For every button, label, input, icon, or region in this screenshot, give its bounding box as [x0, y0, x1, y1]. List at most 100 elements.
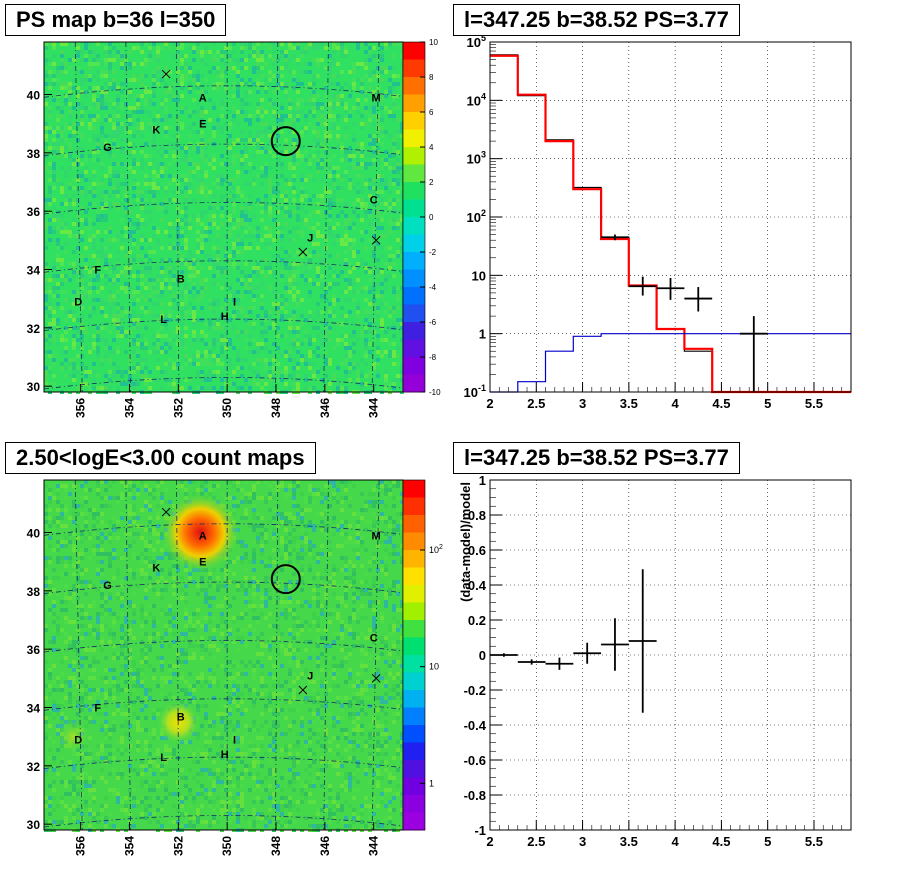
colorbar-segment	[403, 374, 425, 393]
count_map-panel: A E M K G C J F B D IH L 356 354 352 350 348 346 344 30 32 34…	[27, 479, 443, 856]
colorbar-segment	[403, 269, 425, 288]
colorbar-segment	[403, 339, 425, 358]
colorbar-tick-label: 10	[429, 38, 438, 47]
x-tick-label: 3	[579, 834, 586, 849]
source-label-K: K	[152, 563, 160, 575]
y-tick-label: -0.8	[464, 788, 486, 803]
grid-lon-line	[323, 479, 329, 831]
colorbar-segment	[403, 795, 425, 813]
grid-lon-line	[125, 479, 131, 831]
x-tick-label: 350	[220, 398, 234, 418]
spectrum-frame	[489, 41, 852, 393]
grid-lon-line	[275, 479, 279, 831]
grid-lon-line	[371, 479, 380, 831]
source-label-C: C	[370, 633, 378, 645]
colorbar-segment	[403, 164, 425, 183]
x-tick-label: 2	[486, 834, 493, 849]
colorbar-segment	[403, 217, 425, 235]
y-tick-label: 104	[467, 91, 486, 108]
source-label-A: A	[199, 92, 207, 104]
y-tick-label: 30	[27, 818, 41, 832]
colorbar-segment	[403, 112, 425, 130]
colorbar-segment	[403, 42, 425, 60]
source-cross	[161, 507, 171, 517]
colorbar-segment	[403, 252, 425, 270]
source-label-J: J	[307, 232, 313, 244]
source-cross	[161, 69, 171, 79]
x-tick-label: 354	[122, 836, 136, 856]
x-tick-label: 4.5	[712, 396, 730, 411]
colorbar-tick-label: 1	[429, 778, 434, 788]
colorbar-segment	[403, 585, 425, 603]
source-label-A: A	[199, 530, 207, 542]
colorbar-tick-label: 10	[429, 662, 439, 672]
y-tick-label: 40	[27, 89, 41, 103]
x-tick-label: 5	[764, 396, 771, 411]
source-cross	[298, 685, 308, 695]
y-tick-label: 0.4	[468, 578, 487, 593]
x-tick-label: 4.5	[712, 834, 730, 849]
source-label-G: G	[103, 142, 112, 154]
y-tick-label: 34	[27, 702, 41, 716]
grid-lat-line	[43, 523, 404, 536]
colorbar-tick-label: -10	[429, 388, 441, 397]
source-label-J: J	[307, 670, 313, 682]
x-tick-label: 3.5	[620, 834, 638, 849]
x-tick-label: 4	[672, 396, 680, 411]
selected-source-circle	[270, 564, 301, 595]
colorbar-segment	[403, 304, 425, 323]
colorbar-tick-label: 102	[429, 544, 443, 555]
colorbar-segment	[403, 812, 425, 831]
x-tick-label: 2	[486, 396, 493, 411]
y-tick-label: -0.6	[464, 753, 486, 768]
colorbar-segment	[403, 234, 425, 253]
grid-lon-line	[371, 41, 380, 393]
y-tick-label: 10-1	[464, 383, 486, 400]
colorbar-frame	[402, 479, 426, 831]
colorbar-segment	[403, 532, 425, 551]
source-cross	[371, 673, 381, 683]
colorbar-segment	[403, 760, 425, 778]
source-label-E: E	[199, 557, 206, 569]
y-tick-label: 38	[27, 147, 41, 161]
grid-lat-line	[43, 581, 404, 594]
grid-lat-line	[43, 698, 404, 711]
step-series-0000cc	[490, 333, 851, 393]
source-label-I: I	[233, 297, 236, 309]
grid-lon-line	[74, 41, 83, 393]
grid-lat-line	[43, 260, 404, 273]
colorbar-segment	[403, 725, 425, 743]
colorbar-tick-label: 8	[429, 73, 434, 82]
y-tick-label: 102	[467, 208, 486, 225]
source-label-I: I	[233, 735, 236, 747]
y-tick-label: -0.4	[464, 718, 487, 733]
y-tick-label: 1	[479, 327, 486, 342]
grid-lon-line	[176, 41, 180, 393]
colorbar-segment	[403, 567, 425, 586]
source-label-H: H	[221, 749, 229, 761]
selected-source-circle	[270, 126, 301, 157]
step-series-ff0000	[490, 54, 851, 394]
colorbar-segment	[403, 182, 425, 200]
y-tick-label: 36	[27, 205, 41, 219]
colorbar-segment	[403, 199, 425, 218]
colorbar-tick-label: 0	[429, 213, 434, 222]
colorbar-segment	[403, 287, 425, 305]
colorbar-segment	[403, 602, 425, 621]
source-label-B: B	[177, 711, 185, 723]
y-tick-label: 38	[27, 585, 41, 599]
colorbar-segment	[403, 550, 425, 568]
residual-title: l=347.25 b=38.52 PS=3.77	[453, 442, 740, 474]
y-tick-label: 0.6	[468, 543, 486, 558]
x-tick-label: 344	[367, 398, 381, 418]
x-tick-label: 2.5	[527, 834, 545, 849]
y-tick-label: 10	[472, 268, 486, 283]
x-tick-label: 3	[579, 396, 586, 411]
colorbar-segment	[403, 620, 425, 638]
y-tick-label: 0.2	[468, 613, 486, 628]
colorbar-segment	[403, 357, 425, 375]
grid-lat-line	[43, 814, 404, 828]
source-label-C: C	[370, 195, 378, 207]
source-cross	[298, 247, 308, 257]
